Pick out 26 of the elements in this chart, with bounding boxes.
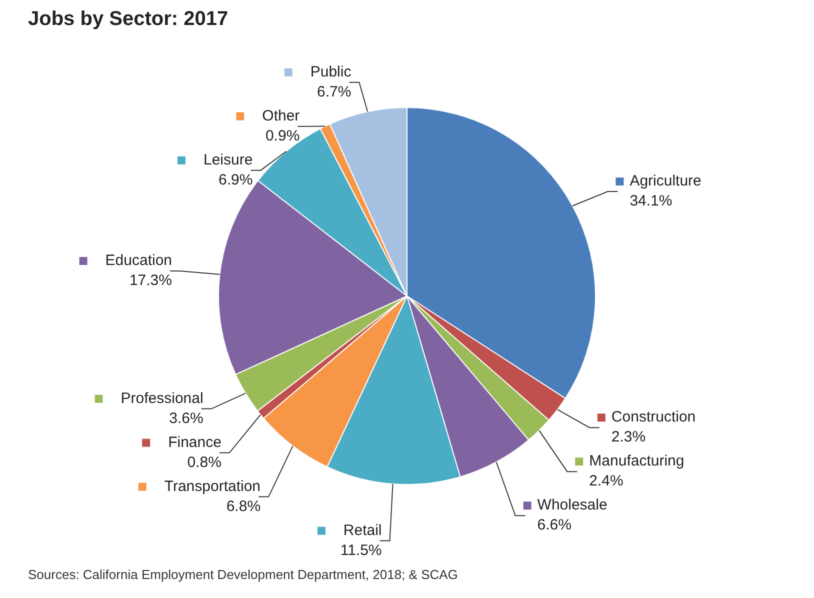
legend-label: Professional (120, 390, 204, 407)
data-label: 6.7% (317, 83, 352, 100)
data-label: 6.9% (218, 171, 253, 188)
legend-label: Wholesale (537, 496, 608, 514)
data-label: 2.4% (589, 472, 624, 490)
legend-label: Education (105, 252, 172, 270)
data-label: 6.8% (226, 498, 261, 515)
data-label: 17.3% (129, 272, 172, 290)
legend-label: Manufacturing (589, 452, 684, 470)
legend-label: Agriculture (630, 172, 702, 190)
legend-label: Leisure (203, 151, 253, 168)
data-label: 6.6% (537, 516, 572, 534)
legend-label: Transportation (164, 478, 261, 495)
data-label: 11.5% (340, 542, 382, 559)
legend-label: Finance (168, 434, 222, 451)
data-label: 0.8% (187, 454, 222, 471)
source-note: Sources: California Employment Development Department, 2018; & SCAG (28, 567, 459, 582)
data-label: 2.3% (611, 428, 646, 446)
data-label: 34.1% (630, 192, 672, 210)
legend-label: Public (310, 63, 352, 80)
legend-label: Other (262, 107, 300, 124)
legend-label: Retail (343, 522, 382, 539)
data-label: 3.6% (169, 410, 204, 427)
chart-title: Jobs by Sector: 2017 (28, 8, 230, 31)
data-label: 0.9% (265, 127, 300, 144)
legend-label: Construction (611, 408, 696, 426)
